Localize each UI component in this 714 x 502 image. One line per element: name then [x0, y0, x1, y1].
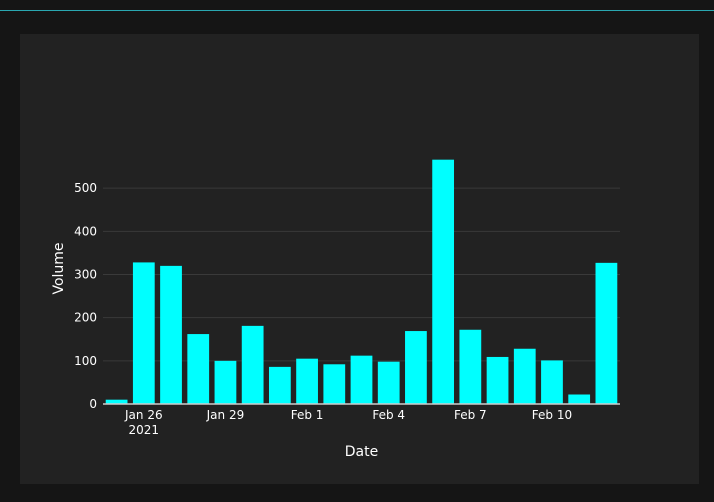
bar[interactable] [405, 331, 427, 404]
bar[interactable] [513, 348, 536, 404]
bars [105, 159, 618, 404]
bar[interactable] [595, 262, 618, 404]
x-tick-sublabel: 2021 [129, 423, 160, 437]
y-tick-labels: 0 100 200 300 400 500 [74, 181, 97, 411]
y-tick-label: 500 [74, 181, 97, 195]
bar[interactable] [105, 399, 128, 404]
x-tick-label: Jan 26 [124, 408, 163, 422]
y-tick-label: 100 [74, 354, 97, 368]
bar[interactable] [350, 355, 373, 404]
x-tick-label: Feb 4 [372, 408, 405, 422]
x-tick-label: Feb 1 [291, 408, 324, 422]
bar[interactable] [132, 262, 155, 404]
bar[interactable] [323, 364, 346, 404]
bar[interactable] [459, 329, 482, 404]
bar[interactable] [241, 325, 264, 404]
top-border-line [0, 10, 714, 11]
bar[interactable] [541, 360, 563, 404]
bar[interactable] [160, 265, 182, 404]
x-axis-title: Date [345, 444, 378, 460]
y-tick-label: 300 [74, 268, 97, 282]
bar[interactable] [268, 366, 291, 404]
bar[interactable] [296, 358, 318, 404]
bar[interactable] [568, 394, 591, 404]
x-tick-label: Feb 10 [532, 408, 572, 422]
bar[interactable] [214, 360, 237, 404]
y-tick-label: 400 [74, 224, 97, 238]
bar[interactable] [486, 356, 509, 404]
bar[interactable] [377, 361, 400, 404]
x-tick-label: Feb 7 [454, 408, 487, 422]
y-axis-title: Volume [51, 242, 67, 294]
x-tick-label: Jan 29 [206, 408, 245, 422]
chart-card [20, 34, 699, 484]
bar[interactable] [187, 334, 210, 404]
bar[interactable] [432, 159, 455, 404]
y-tick-label: 0 [89, 397, 97, 411]
y-tick-label: 200 [74, 311, 97, 325]
